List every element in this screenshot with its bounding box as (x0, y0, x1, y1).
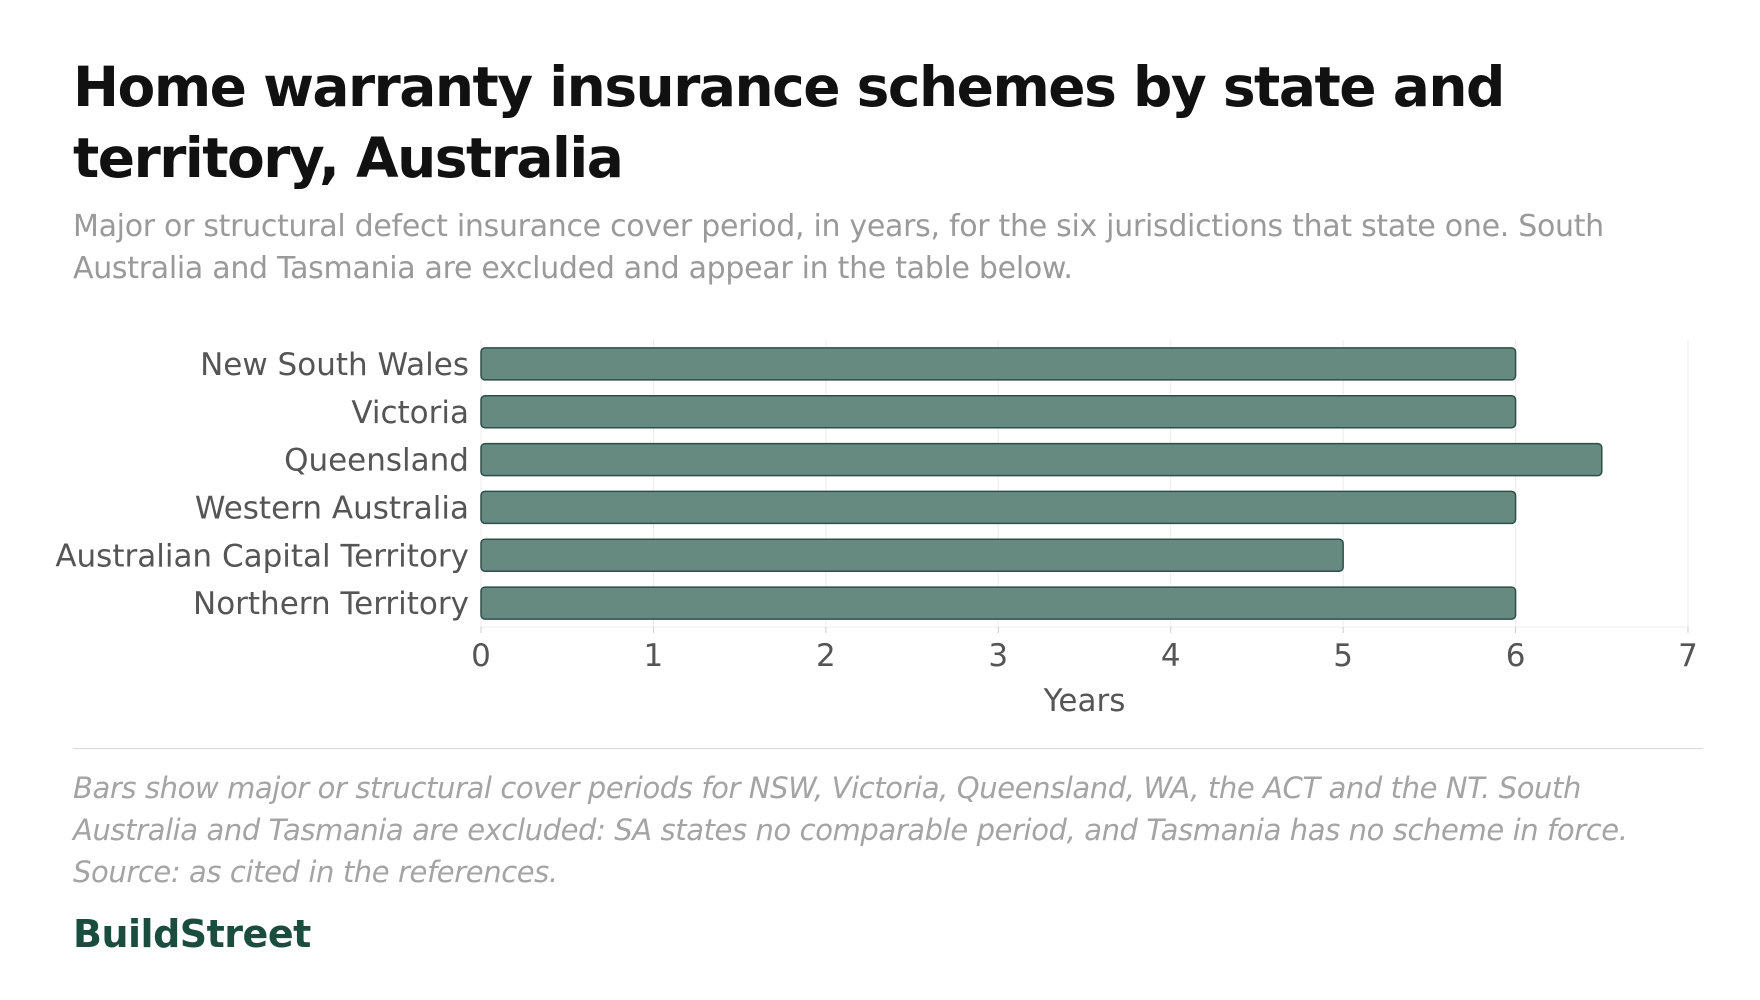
x-tick-label: 4 (1161, 638, 1181, 674)
x-tick-label: 7 (1678, 638, 1698, 674)
category-label: Australian Capital Territory (55, 538, 469, 574)
x-tick-label: 1 (644, 638, 664, 674)
category-label: Victoria (351, 395, 469, 431)
x-tick-label: 5 (1333, 638, 1353, 674)
category-label: Western Australia (195, 490, 469, 526)
bar (480, 347, 1517, 381)
category-label: Northern Territory (193, 586, 469, 622)
footer-divider (73, 748, 1703, 749)
bar (480, 442, 1603, 477)
bar (480, 538, 1344, 572)
brand-logo: BuildStreet (73, 912, 311, 956)
chart-subtitle: Major or structural defect insurance cov… (73, 209, 1604, 286)
category-label: New South Wales (200, 347, 469, 383)
category-label: Queensland (284, 443, 469, 479)
bar (480, 586, 1517, 620)
x-tick-label: 3 (988, 638, 1008, 674)
chart-header: Home warranty insurance schemes by state… (73, 52, 1703, 290)
x-axis-label: Years (1043, 683, 1126, 719)
bar (480, 395, 1517, 429)
chart-title: Home warranty insurance schemes by state… (73, 55, 1505, 190)
x-tick-label: 2 (816, 638, 836, 674)
bar (480, 490, 1517, 525)
x-tick-label: 0 (471, 638, 491, 674)
x-tick-label: 6 (1506, 638, 1526, 674)
chart-footnote: Bars show major or structural cover peri… (73, 771, 1628, 889)
